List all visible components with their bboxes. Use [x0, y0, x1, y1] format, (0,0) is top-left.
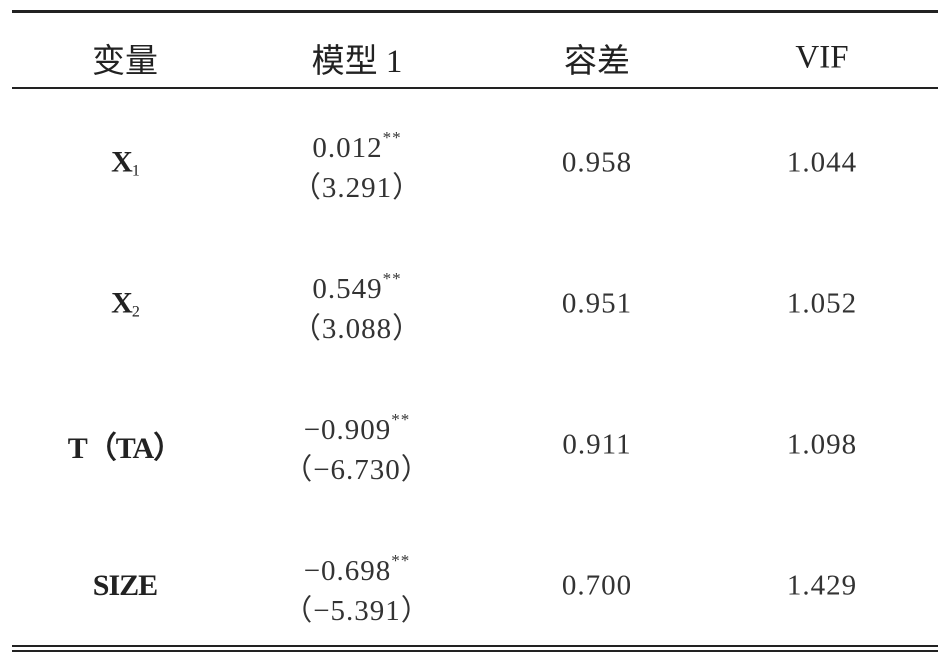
coefficient: 0.012: [312, 132, 383, 164]
coefficient-cell: 0.012** （3.291）: [292, 118, 422, 208]
top-rule: [12, 10, 938, 13]
coefficient-line: −0.909**: [283, 400, 431, 450]
variable: T（TA）: [67, 432, 183, 465]
t-value: （−5.391）: [283, 595, 431, 627]
coefficient-line: −0.698**: [283, 541, 431, 591]
coefficient: −0.909: [303, 414, 392, 446]
significance: **: [391, 410, 411, 429]
vif: 1.098: [786, 428, 858, 461]
t-value: （3.291）: [291, 172, 423, 204]
subscript: 2: [131, 303, 140, 321]
coefficient-cell: −0.698** （−5.391）: [283, 541, 431, 631]
significance: **: [391, 551, 411, 570]
coefficient-line: 0.012**: [292, 118, 422, 168]
header-cell: 模型 1: [311, 44, 403, 80]
significance: **: [382, 128, 402, 147]
coefficient: −0.698: [303, 555, 392, 587]
t-value: （3.088）: [291, 313, 423, 345]
coefficient-cell: 0.549** （3.088）: [292, 259, 422, 349]
variable: X: [111, 145, 133, 179]
vif: 1.044: [786, 146, 858, 179]
significance: **: [382, 269, 402, 288]
tolerance: 0.958: [561, 146, 633, 179]
vif: 1.052: [786, 287, 858, 320]
header-cell: 变量: [92, 44, 158, 80]
bottom-rule: [12, 650, 938, 652]
bottom-rule: [12, 645, 938, 647]
variable-cell: X1: [111, 145, 140, 181]
coefficient-cell: −0.909** （−6.730）: [283, 400, 431, 490]
t-value: （−6.730）: [283, 454, 431, 486]
coefficient-line: 0.549**: [292, 259, 422, 309]
variable-cell: X2: [111, 286, 140, 322]
header-rule: [12, 87, 938, 89]
subscript: 1: [131, 162, 140, 180]
variable: X: [111, 286, 133, 320]
coefficient: 0.549: [312, 273, 383, 305]
tolerance: 0.700: [561, 569, 633, 602]
variable: SIZE: [92, 569, 158, 602]
header-cell: VIF: [795, 39, 849, 76]
header-cell: 容差: [564, 44, 630, 80]
variable-cell: T（TA）: [67, 423, 183, 467]
tolerance: 0.951: [561, 287, 633, 320]
tolerance: 0.911: [562, 428, 632, 461]
variable-cell: SIZE: [92, 569, 158, 603]
vif: 1.429: [786, 569, 858, 602]
